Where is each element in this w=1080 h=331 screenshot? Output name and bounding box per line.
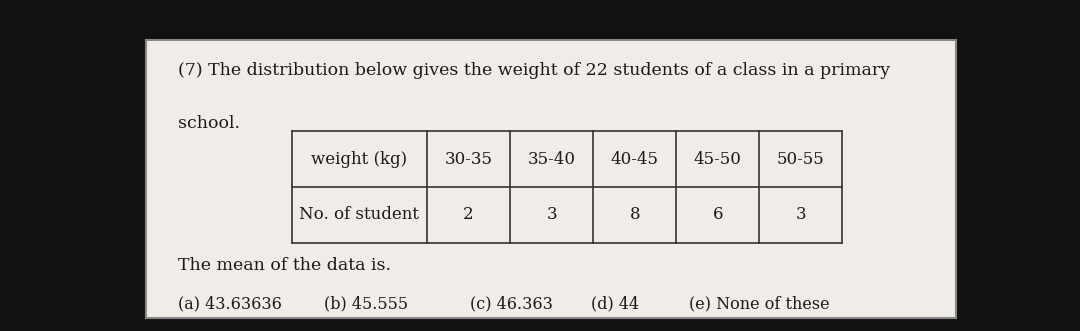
Text: 45-50: 45-50	[693, 151, 742, 168]
Text: (b) 45.555: (b) 45.555	[324, 296, 408, 312]
Text: (a) 43.63636: (a) 43.63636	[178, 296, 282, 312]
Text: 50-55: 50-55	[777, 151, 825, 168]
Text: 35-40: 35-40	[528, 151, 576, 168]
Text: 6: 6	[713, 207, 723, 223]
Text: school.: school.	[178, 115, 240, 132]
Text: 30-35: 30-35	[445, 151, 492, 168]
Bar	[146, 40, 956, 318]
Text: 8: 8	[630, 207, 640, 223]
Text: (7) The distribution below gives the weight of 22 students of a class in a prima: (7) The distribution below gives the wei…	[178, 62, 890, 79]
Text: (e) None of these: (e) None of these	[689, 296, 829, 312]
Text: 3: 3	[796, 207, 806, 223]
Text: 2: 2	[463, 207, 474, 223]
Text: No. of student: No. of student	[299, 207, 419, 223]
Text: 40-45: 40-45	[610, 151, 659, 168]
Text: (c) 46.363: (c) 46.363	[470, 296, 553, 312]
Text: (d) 44: (d) 44	[592, 296, 639, 312]
Text: 3: 3	[546, 207, 557, 223]
Text: The mean of the data is.: The mean of the data is.	[178, 257, 391, 274]
Text: weight (kg): weight (kg)	[311, 151, 407, 168]
